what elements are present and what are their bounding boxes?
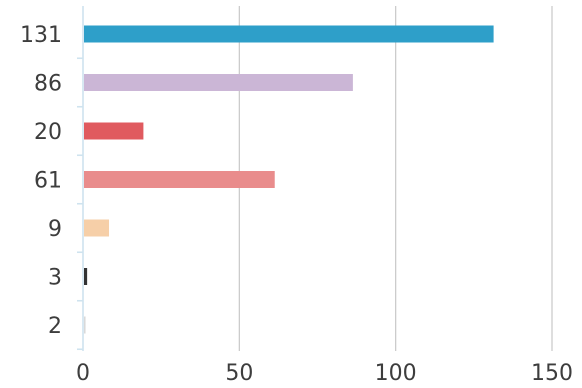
bar-2 bbox=[84, 316, 86, 334]
x-axis-ticks: 0 50 100 150 bbox=[76, 361, 573, 386]
y-tick-label-86: 86 bbox=[34, 72, 62, 97]
bar-86 bbox=[84, 74, 353, 91]
bar-61 bbox=[84, 171, 275, 188]
y-tick-label-2: 2 bbox=[48, 314, 62, 339]
bar-131 bbox=[84, 25, 494, 43]
y-tick-label-9: 9 bbox=[48, 217, 62, 242]
grid-lines bbox=[238, 6, 553, 351]
bars bbox=[84, 25, 494, 334]
bar-9 bbox=[84, 219, 110, 237]
y-tick-label-131: 131 bbox=[20, 23, 62, 48]
y-tick-label-61: 61 bbox=[34, 169, 62, 194]
x-tick-label-0: 0 bbox=[76, 361, 90, 386]
x-tick-label-150: 150 bbox=[531, 361, 573, 386]
y-axis-ticks: 131 86 20 61 9 3 2 bbox=[20, 23, 83, 351]
y-tick-label-20: 20 bbox=[34, 120, 62, 145]
x-tick-label-100: 100 bbox=[375, 361, 417, 386]
bar-20 bbox=[84, 122, 144, 140]
bar-3 bbox=[84, 268, 88, 285]
y-tick-label-3: 3 bbox=[48, 266, 62, 291]
x-tick-label-50: 50 bbox=[225, 361, 253, 386]
